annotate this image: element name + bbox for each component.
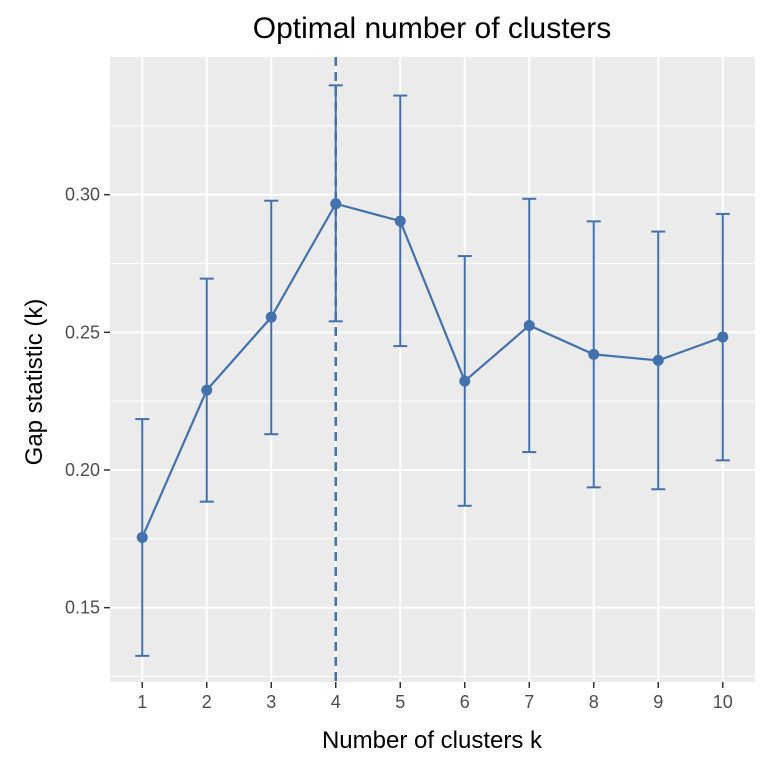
x-tick-label: 8 bbox=[589, 692, 599, 712]
y-tick-label: 0.20 bbox=[65, 460, 100, 480]
x-tick-label: 7 bbox=[524, 692, 534, 712]
y-axis-ticks: 0.15 0.20 0.25 0.30 bbox=[65, 185, 110, 618]
data-point bbox=[265, 311, 277, 323]
x-tick-label: 5 bbox=[395, 692, 405, 712]
data-point bbox=[136, 531, 148, 543]
y-tick-label: 0.30 bbox=[65, 185, 100, 205]
x-tick-label: 4 bbox=[331, 692, 341, 712]
data-points bbox=[136, 198, 729, 543]
data-point bbox=[394, 215, 406, 227]
x-tick-label: 2 bbox=[202, 692, 212, 712]
y-tick-label: 0.25 bbox=[65, 322, 100, 342]
x-axis-title: Number of clusters k bbox=[322, 727, 543, 754]
chart-title: Optimal number of clusters bbox=[253, 12, 611, 45]
data-point bbox=[652, 354, 664, 366]
x-tick-label: 9 bbox=[653, 692, 663, 712]
x-tick-label: 3 bbox=[266, 692, 276, 712]
data-point bbox=[588, 348, 600, 360]
x-tick-label: 1 bbox=[137, 692, 147, 712]
data-point bbox=[717, 331, 729, 343]
x-axis-ticks: 1 2 3 4 5 6 7 8 9 10 bbox=[137, 682, 733, 712]
data-point bbox=[459, 375, 471, 387]
series-line bbox=[141, 202, 724, 538]
data-point bbox=[523, 319, 535, 331]
minor-gridlines bbox=[110, 125, 755, 677]
y-tick-label: 0.15 bbox=[65, 598, 100, 618]
y-axis-title: Gap statistic (k) bbox=[21, 299, 48, 466]
data-point bbox=[201, 384, 213, 396]
data-point bbox=[330, 198, 342, 210]
x-tick-label: 10 bbox=[713, 692, 733, 712]
x-tick-label: 6 bbox=[460, 692, 470, 712]
plot-panel bbox=[110, 57, 755, 682]
